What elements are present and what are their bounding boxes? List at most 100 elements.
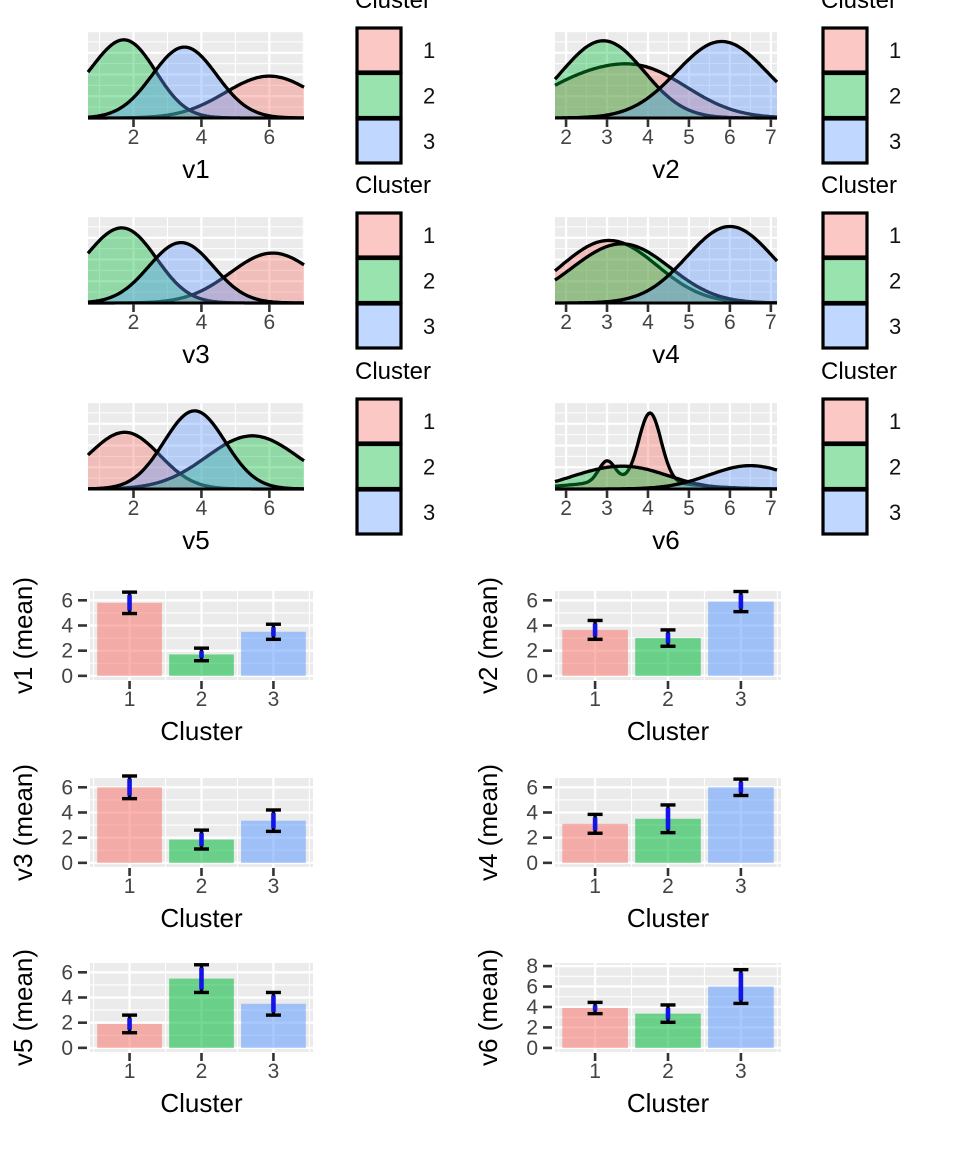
y-tick-label: 6 [526,776,538,799]
x-tick-label: 1 [124,875,136,898]
legend-swatch-cluster-2 [355,442,403,491]
x-tick-label: 4 [642,126,654,149]
x-axis-label: Cluster [627,903,710,933]
y-tick-label: 4 [61,614,73,637]
error-bar-cluster-2 [194,828,209,851]
y-tick-label: 0 [526,852,538,875]
y-tick-label: 8 [526,955,538,978]
x-tick-label: 2 [196,1060,208,1083]
density-plot-v3: 2 4 6 v3 Cluster 1 2 3 [86,172,435,369]
y-tick-label: 4 [61,986,73,1009]
y-axis-label: v4 (mean) [473,764,503,881]
error-bar-cluster-1 [122,1013,138,1035]
legend-label: 1 [423,38,435,63]
x-tick-label: 3 [601,311,613,334]
density-plot-v4: 2 3 4 5 6 7 v4 Cluster 1 2 3 [553,172,901,369]
y-axis-label: v1 (mean) [8,577,38,694]
density-area-cluster-2 [88,39,304,118]
legend-swatch-cluster-1 [355,397,403,445]
density-plot-v1: 2 4 6 v1 Cluster 1 2 3 [86,0,435,184]
x-axis-label: Cluster [160,903,243,933]
x-tick-label: 1 [589,1060,601,1083]
x-tick-label: 2 [128,497,140,520]
x-tick-label: 2 [196,688,208,711]
y-tick-label: 2 [61,827,73,850]
error-bar-cluster-3 [733,777,749,798]
x-tick-label: 7 [765,126,777,149]
y-tick-label: 4 [526,801,538,824]
x-axis-label: Cluster [627,1088,710,1118]
x-tick-label: 5 [683,497,695,520]
error-bar-cluster-2 [660,628,676,648]
y-tick-label: 0 [61,1037,73,1060]
error-bar-cluster-1 [122,590,138,616]
x-axis-label: v4 [652,339,679,369]
legend-swatch-cluster-3 [355,488,403,536]
legend-swatch-cluster-3 [355,117,403,165]
x-tick-label: 3 [735,688,747,711]
y-tick-label: 4 [526,996,538,1019]
legend-label: 2 [423,269,435,294]
legend-label: 1 [423,223,435,248]
error-bar-cluster-2 [194,963,209,995]
y-axis-label: v5 (mean) [8,949,38,1066]
x-axis-label: Cluster [160,716,243,746]
error-bar-cluster-1 [587,812,603,835]
legend-swatch-cluster-2 [355,256,403,305]
error-bar-cluster-1 [587,1000,603,1016]
legend-title: Cluster [821,0,897,14]
error-bar-cluster-3 [265,808,281,834]
x-axis-label: v1 [182,154,209,184]
density-area-cluster-1 [555,413,777,489]
bar-cluster-1 [97,1023,162,1048]
error-bar-cluster-1 [587,618,603,642]
legend-title: Cluster [355,0,431,14]
y-tick-label: 2 [61,1012,73,1035]
bar-cluster-3 [708,601,774,676]
x-tick-label: 1 [589,875,601,898]
legend-swatch-cluster-1 [821,211,869,259]
x-tick-label: 4 [642,497,654,520]
y-tick-label: 0 [526,665,538,688]
legend-label: 3 [889,314,901,339]
x-tick-label: 3 [735,1060,747,1083]
x-axis-label: Cluster [160,1088,243,1118]
density-curve-cluster-3 [87,240,305,305]
y-tick-label: 2 [526,1016,538,1039]
density-area-cluster-1 [88,253,304,303]
y-tick-label: 2 [526,827,538,850]
x-tick-label: 5 [683,311,695,334]
legend-cluster: Cluster 1 2 3 [821,0,901,165]
y-tick-label: 4 [526,614,538,637]
y-axis-label: v3 (mean) [8,764,38,881]
x-axis-label: v3 [182,339,209,369]
x-tick-label: 3 [601,497,613,520]
y-tick-label: 6 [61,961,73,984]
error-bar-cluster-3 [733,589,749,614]
x-tick-label: 2 [128,126,140,149]
y-axis-label: v2 (mean) [473,577,503,694]
x-axis-label: v5 [182,525,209,555]
legend-label: 2 [889,269,901,294]
bar-cluster-3 [708,787,774,863]
legend-swatch-cluster-1 [821,397,869,445]
legend-swatch-cluster-2 [821,442,869,491]
density-area-cluster-2 [555,40,777,118]
x-tick-label: 3 [268,875,280,898]
legend-swatch-cluster-3 [355,302,403,350]
density-plot-v2: 2 3 4 5 6 7 v2 Cluster 1 2 3 [553,0,901,184]
x-tick-label: 6 [724,497,736,520]
x-axis-label: Cluster [627,716,710,746]
x-tick-label: 3 [268,1060,280,1083]
y-tick-label: 2 [61,640,73,663]
legend-label: 3 [889,129,901,154]
legend-title: Cluster [355,358,431,385]
density-area-cluster-1 [555,63,777,118]
x-tick-label: 6 [264,126,276,149]
legend-swatch-cluster-3 [821,117,869,165]
